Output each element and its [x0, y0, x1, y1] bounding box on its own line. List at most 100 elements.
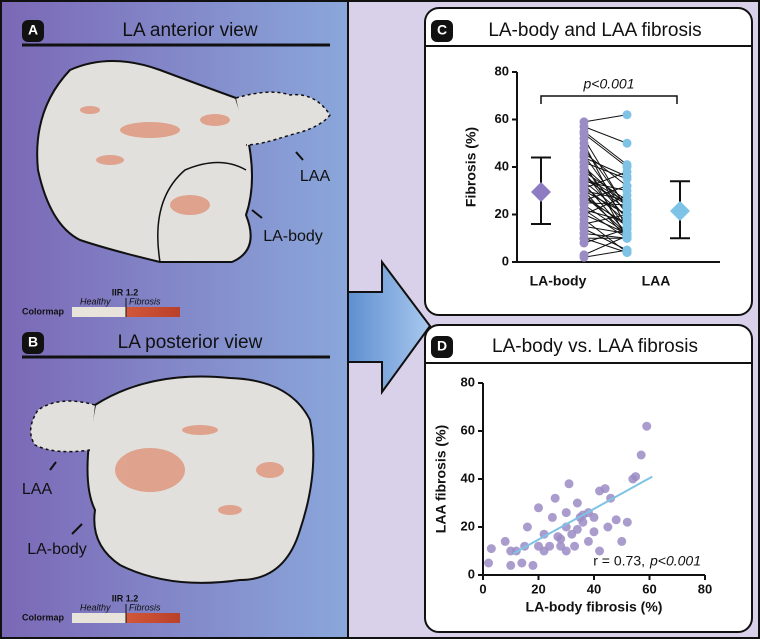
point — [572, 498, 582, 508]
point — [583, 536, 593, 546]
point — [642, 421, 652, 431]
pair-line — [583, 218, 628, 253]
body-label: LA-body — [263, 228, 323, 245]
point — [539, 529, 549, 539]
point — [622, 181, 632, 191]
x-tick-label: 40 — [587, 581, 601, 596]
point — [579, 250, 589, 260]
point — [550, 493, 560, 503]
atrium-shape — [86, 375, 315, 584]
fit-line — [513, 475, 653, 555]
speckle — [115, 425, 284, 515]
point — [522, 522, 532, 532]
point — [631, 472, 641, 482]
panel-d-box — [424, 324, 753, 633]
pair-line — [583, 209, 628, 239]
pair-line — [583, 178, 628, 206]
pair-line — [583, 143, 628, 229]
mean-diamond — [531, 181, 551, 202]
panel-title: LA posterior view — [118, 332, 263, 353]
point — [636, 450, 646, 460]
point — [579, 233, 589, 243]
point — [579, 176, 589, 186]
point — [534, 503, 543, 513]
point — [500, 536, 510, 546]
y-tick-label: 60 — [495, 111, 509, 126]
panel-badge — [22, 20, 44, 42]
pointer — [49, 461, 57, 471]
point — [622, 233, 632, 243]
panel-letter: C — [437, 22, 447, 38]
y-tick-label: 80 — [495, 63, 509, 78]
pointer — [295, 151, 304, 161]
colorbar-scale: IIR 1.2 — [112, 593, 139, 603]
point — [589, 527, 599, 537]
y-tick-label: 40 — [461, 470, 475, 485]
x-tick-label: 0 — [479, 581, 486, 596]
pair-line — [583, 114, 628, 123]
point — [528, 560, 538, 570]
point — [622, 248, 632, 257]
panel-letter: B — [28, 334, 38, 350]
panel-badge — [22, 332, 44, 354]
laa-label: LAA — [300, 168, 331, 185]
colorbar-healthy-box — [72, 307, 126, 317]
point — [561, 508, 571, 518]
colorbar-label: Colormap — [22, 612, 65, 622]
laa-label: LAA — [22, 481, 53, 498]
pair-line — [583, 126, 628, 144]
colorbar-fibrosis-box — [126, 307, 180, 317]
annotation: p<0.001 — [649, 553, 701, 569]
point — [564, 479, 574, 489]
pair-line — [583, 171, 628, 189]
atrium-shape — [36, 60, 253, 263]
y-tick-label: 0 — [502, 253, 509, 268]
panel-badge — [431, 336, 453, 358]
point — [622, 110, 632, 120]
point — [600, 484, 610, 494]
point — [622, 517, 632, 527]
panel-letter: A — [28, 22, 38, 38]
point — [561, 546, 571, 556]
point — [622, 224, 632, 234]
pair-line — [583, 180, 628, 218]
chart-title: LA-body and LAA fibrosis — [488, 20, 701, 41]
x-tick-label: LA-body — [530, 273, 587, 289]
pair-line — [583, 138, 628, 211]
point — [506, 560, 516, 570]
colorbar-healthy-box — [72, 613, 126, 623]
colorbar-fibrosis-box — [126, 613, 180, 623]
colorbar-healthy: Healthy — [80, 296, 111, 306]
point — [484, 558, 494, 568]
colorbar-fibrosis: Fibrosis — [129, 296, 161, 306]
pointer — [71, 523, 83, 535]
pointer — [251, 209, 263, 219]
pair-line — [583, 195, 628, 227]
y-axis-label: LAA fibrosis (%) — [433, 425, 449, 533]
arrow — [347, 259, 432, 396]
point — [547, 512, 557, 522]
pair-line — [583, 237, 628, 253]
speckle — [80, 106, 230, 215]
point — [517, 558, 527, 568]
y-tick-label: 40 — [495, 158, 509, 173]
point — [617, 536, 627, 546]
point — [622, 160, 632, 170]
point — [579, 117, 589, 127]
point — [545, 541, 555, 551]
point — [611, 515, 621, 525]
x-tick-label: 80 — [698, 581, 712, 596]
mean-diamond — [670, 200, 690, 221]
y-tick-label: 20 — [461, 518, 475, 533]
pair-line — [583, 190, 628, 239]
y-tick-label: 60 — [461, 422, 475, 437]
colorbar-healthy: Healthy — [80, 602, 111, 612]
pair-line — [583, 162, 628, 239]
pair-line — [583, 133, 628, 168]
point — [622, 205, 632, 215]
pair-line — [583, 249, 628, 258]
point — [570, 541, 580, 551]
x-tick-label: 60 — [642, 581, 656, 596]
y-tick-label: 0 — [468, 566, 475, 581]
